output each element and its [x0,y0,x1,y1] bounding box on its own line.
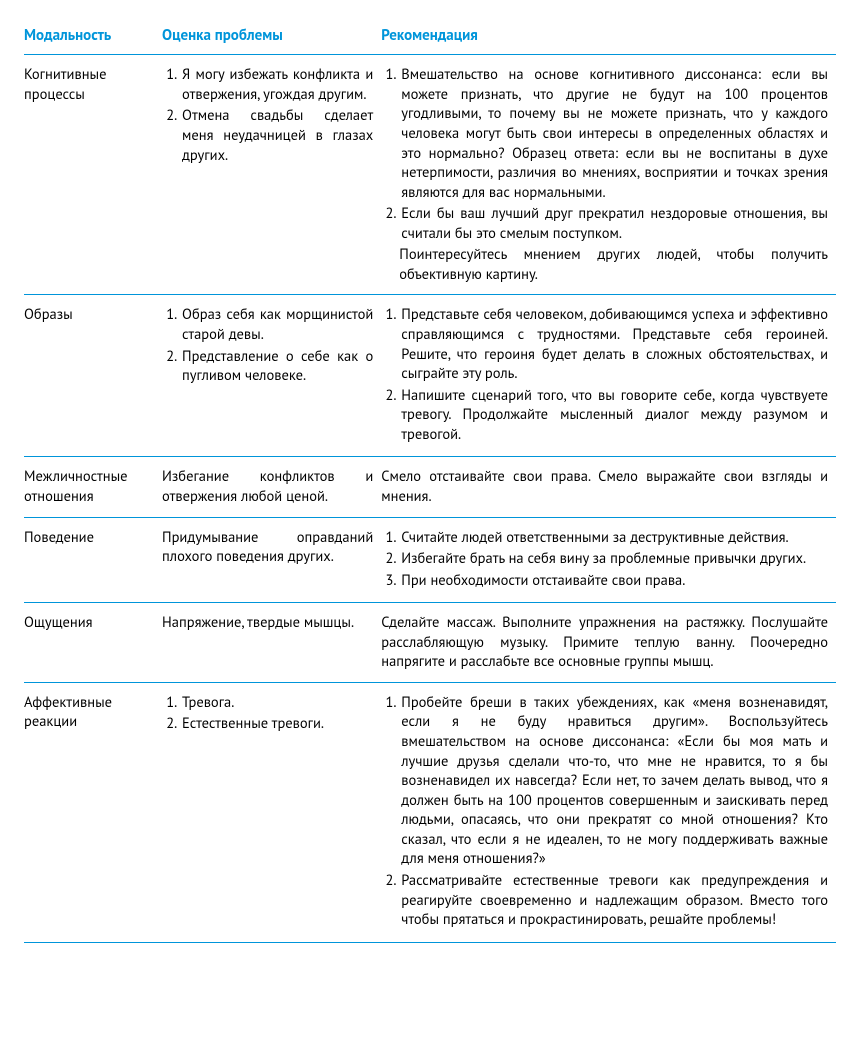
header-modality: Модальность [24,20,162,55]
modality-cell: Ощущения [24,603,162,683]
list-item: Избегайте брать на себя вину за проблемн… [399,549,828,569]
assessment-list: Образ себя как морщинистой старой девы.П… [162,305,373,385]
list-item: Пробейте бреши в таких убеждениях, как «… [399,693,828,869]
list-item: Считайте людей ответственными за деструк… [399,528,828,548]
table-row: Межличностные отношенияИзбегание конфлик… [24,457,836,517]
list-item: Отмена свадьбы сделает меня неудачницей … [180,106,373,165]
modality-cell: Аффективные реакции [24,682,162,942]
list-item: Напишите сценарий того, что вы говорите … [399,386,828,445]
list-item: Я могу избежать конфликта и отвержения, … [180,65,373,104]
assessment-cell: Избегание конфликтов и отвержения любой … [162,457,381,517]
recommendation-text: Смело отстаивайте свои права. Смело выра… [381,467,828,506]
assessment-cell: Тревога.Естественные тревоги. [162,682,381,942]
modality-cell: Когнитивные процессы [24,55,162,295]
recommendation-tail: Поинтересуйтесь мнением других людей, чт… [381,245,828,284]
recommendation-list: Пробейте бреши в таких убеждениях, как «… [381,693,828,930]
list-item: Естественные тревоги. [180,714,373,734]
assessment-cell: Придумывание оправданий плохого поведени… [162,517,381,603]
table-row: Когнитивные процессы Я могу избежать конф… [24,55,836,295]
modality-cell: Межличностные отношения [24,457,162,517]
assessment-text: Избегание конфликтов и отвержения любой … [162,467,373,506]
table-row: ОщущенияНапряжение, твердые мышцы. Сделай… [24,603,836,683]
assessment-cell: Я могу избежать конфликта и отвержения, … [162,55,381,295]
recommendation-cell: Вмешательство на основе когнитивного дис… [381,55,836,295]
table-row: ПоведениеПридумывание оправданий плохого… [24,517,836,603]
assessment-text: Придумывание оправданий плохого поведени… [162,528,373,567]
assessment-list: Тревога.Естественные тревоги. [162,693,373,734]
list-item: Образ себя как морщинистой старой девы. [180,305,373,344]
recommendation-list: Вмешательство на основе когнитивного дис… [381,65,828,243]
header-recommendation: Рекомендация [381,20,836,55]
recommendation-cell: Представьте себя человеком, добивающимся… [381,295,836,457]
assessment-cell: Напряжение, твердые мышцы. [162,603,381,683]
recommendation-cell: Сделайте массаж. Выполните упражнения на… [381,603,836,683]
recommendation-cell: Смело отстаивайте свои права. Смело выра… [381,457,836,517]
assessment-list: Я могу избежать конфликта и отвержения, … [162,65,373,165]
list-item: Вмешательство на основе когнитивного дис… [399,65,828,202]
recommendation-list: Считайте людей ответственными за деструк… [381,528,828,591]
assessment-cell: Образ себя как морщинистой старой девы.П… [162,295,381,457]
header-assessment: Оценка проблемы [162,20,381,55]
modality-cell: Образы [24,295,162,457]
table-row: Аффективные реакцииТревога.Естественные … [24,682,836,942]
recommendation-cell: Считайте людей ответственными за деструк… [381,517,836,603]
list-item: Если бы ваш лучший друг прекратил нездор… [399,204,828,243]
list-item: Представление о себе как о пугливом чело… [180,347,373,386]
recommendation-cell: Пробейте бреши в таких убеждениях, как «… [381,682,836,942]
list-item: Рассматривайте естественные тревоги как … [399,871,828,930]
assessment-text: Напряжение, твердые мышцы. [162,613,373,633]
table-header-row: Модальность Оценка проблемы Рекомендация [24,20,836,55]
modality-cell: Поведение [24,517,162,603]
modality-table: Модальность Оценка проблемы Рекомендация… [24,20,836,943]
table-row: ОбразыОбраз себя как морщинистой старой … [24,295,836,457]
list-item: Тревога. [180,693,373,713]
list-item: Представьте себя человеком, добивающимся… [399,305,828,383]
recommendation-text: Сделайте массаж. Выполните упражнения на… [381,613,828,672]
list-item: При необходимости отстаивайте свои права… [399,571,828,591]
recommendation-list: Представьте себя человеком, добивающимся… [381,305,828,444]
